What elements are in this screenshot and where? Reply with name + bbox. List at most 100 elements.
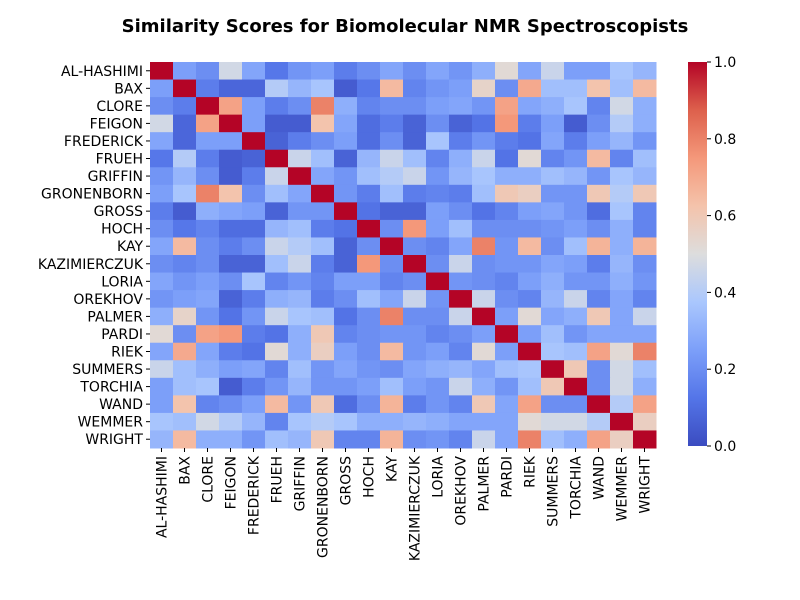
heatmap-cell [219,412,243,431]
heatmap-cell [150,377,174,396]
heatmap-cell [196,342,220,361]
heatmap-cell [334,149,358,168]
heatmap-cell [472,97,496,116]
heatmap-cell [403,272,427,291]
heatmap-cell [150,272,174,291]
heatmap-cell [449,430,473,449]
y-tick-label: WAND [99,397,143,413]
heatmap-cell [242,325,266,344]
heatmap-cell [311,395,335,414]
heatmap-cell [472,114,496,133]
heatmap-cell [610,290,634,309]
heatmap-cell [633,325,657,344]
heatmap-cell [242,290,266,309]
heatmap-cell [541,272,565,291]
heatmap-cell [403,290,427,309]
heatmap-cell [219,290,243,309]
colorbar-gradient [688,62,707,446]
heatmap-cell [242,377,266,396]
heatmap-cell [380,342,404,361]
heatmap-cell [196,360,220,379]
heatmap-cell [173,360,197,379]
heatmap-cell [265,219,289,238]
heatmap-cell [472,149,496,168]
heatmap-cell [449,360,473,379]
heatmap-cell [610,255,634,274]
heatmap-cell [564,149,588,168]
heatmap-cell [288,360,312,379]
heatmap-cell [357,167,381,186]
heatmap-cell [357,97,381,116]
heatmap-cell [380,307,404,326]
heatmap-cell [472,412,496,431]
colorbar-tick-label: 0.0 [714,439,736,455]
heatmap-cell [196,184,220,203]
heatmap-cell [288,377,312,396]
heatmap-cell [518,255,542,274]
x-tick-label: BAX [178,456,194,485]
heatmap-cell [196,114,220,133]
x-tick-labels: AL-HASHIMI BAX CLORE FEIGON FREDERICK FRUEH GR… [155,448,654,561]
heatmap-cell [334,132,358,151]
heatmap-cell [357,290,381,309]
heatmap-cell [403,97,427,116]
heatmap-cell [403,167,427,186]
heatmap-cell [518,342,542,361]
heatmap-cell [587,97,611,116]
heatmap-cell [242,79,266,98]
heatmap-cell [150,202,174,221]
heatmap-cell [518,395,542,414]
heatmap-cell [242,395,266,414]
heatmap-cell [610,202,634,221]
heatmap-cell [311,272,335,291]
heatmap-cell [357,377,381,396]
heatmap-cell [311,412,335,431]
heatmap-cell [426,290,450,309]
y-tick-label: FEIGON [90,116,143,132]
heatmap-cell [587,290,611,309]
heatmap-cell [311,184,335,203]
heatmap-cell [219,395,243,414]
heatmap-cell [173,79,197,98]
heatmap-cell [449,62,473,81]
heatmap-cell [403,132,427,151]
heatmap-cell [219,184,243,203]
heatmap-cell [357,219,381,238]
heatmap-cell [564,360,588,379]
heatmap-cell [518,132,542,151]
heatmap-cell [518,377,542,396]
heatmap-cell [150,395,174,414]
heatmap-cell [219,62,243,81]
x-tick-label: GROSS [339,456,355,505]
heatmap-cell [633,342,657,361]
heatmap-cell [587,272,611,291]
heatmap-cell [426,377,450,396]
heatmap-cell [196,219,220,238]
y-tick-label: CLORE [96,99,143,115]
heatmap-cell [311,377,335,396]
heatmap-cell [288,62,312,81]
heatmap-cell [311,342,335,361]
heatmap-cell [357,79,381,98]
x-tick-label: FEIGON [224,456,240,509]
heatmap-cell [311,430,335,449]
heatmap-cell [495,167,519,186]
heatmap-cell [265,377,289,396]
heatmap-cell [472,79,496,98]
x-tick-label: GRONENBORN [316,456,332,558]
heatmap-cell [265,97,289,116]
heatmap-cell [610,62,634,81]
heatmap-cell [541,412,565,431]
heatmap-cell [311,149,335,168]
heatmap-cell [403,62,427,81]
heatmap-cell [357,307,381,326]
heatmap-cell [380,290,404,309]
heatmap-cell [265,412,289,431]
heatmap-cell [633,412,657,431]
heatmap-cell [610,395,634,414]
heatmap-cell [633,114,657,133]
heatmap-cell [564,412,588,431]
heatmap-cell [518,237,542,256]
heatmap-cell [587,342,611,361]
heatmap-cell [219,202,243,221]
